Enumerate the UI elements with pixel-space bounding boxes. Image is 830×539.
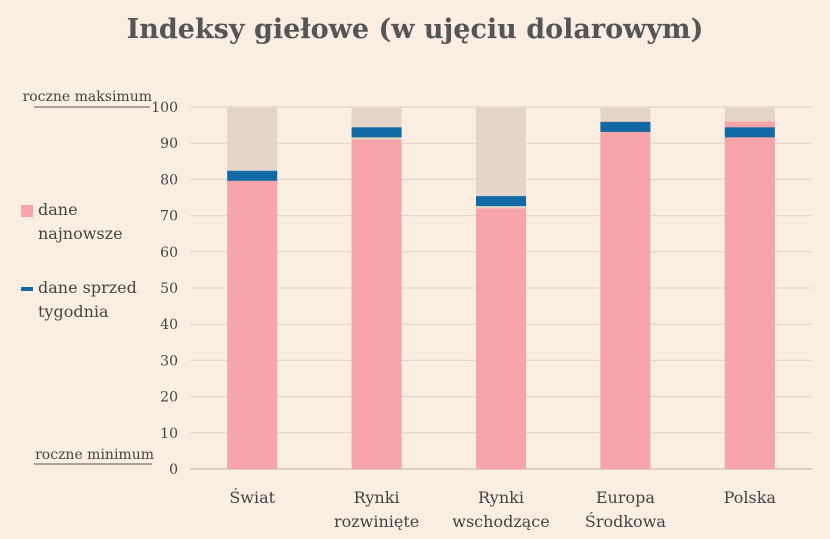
x-tick-label: Środkowa [585,511,667,531]
legend-label-prev-week: dane sprzed tygodnia [38,278,137,321]
x-tick-label: Rynki [354,488,400,507]
y-tick-label: 30 [160,353,178,369]
y-tick-label: 50 [160,281,178,297]
marker-prev-week [227,170,278,181]
marker-prev-week [724,127,775,138]
y-tick-label: 90 [160,136,178,152]
y-tick-label: 60 [160,245,178,261]
bar-latest [724,121,775,469]
x-tick-label: Europa [596,488,656,507]
bar-latest [351,139,402,469]
legend-swatch-prev-week [21,287,33,291]
x-tick-label: Świat [229,487,275,507]
y-tick-label: 0 [169,462,178,478]
bar-latest [227,179,278,469]
x-tick-label: Rynki [478,488,524,507]
bar-latest [600,121,651,469]
x-tick-label: rozwinięte [334,512,419,531]
legend-label-latest: dane najnowsze [38,200,123,243]
marker-prev-week [351,127,402,138]
y-tick-label: 10 [160,426,178,442]
x-tick-label: Polska [724,488,777,507]
legend-swatch-latest [21,205,33,217]
marker-prev-week [600,121,651,132]
y-tick-label: 100 [151,100,178,116]
chart-title: Indeksy giełowe (w ujęciu dolarowym) [126,14,704,45]
y-tick-label: 40 [160,317,178,333]
annual-min-label: roczne minimum [35,447,154,463]
marker-prev-week [476,196,526,207]
annual-max-label: roczne maksimum [23,89,152,105]
bar-latest [476,208,526,470]
y-tick-label: 70 [160,209,178,225]
y-tick-label: 20 [160,390,178,406]
y-tick-label: 80 [160,172,178,188]
x-tick-label: wschodzące [452,512,549,531]
